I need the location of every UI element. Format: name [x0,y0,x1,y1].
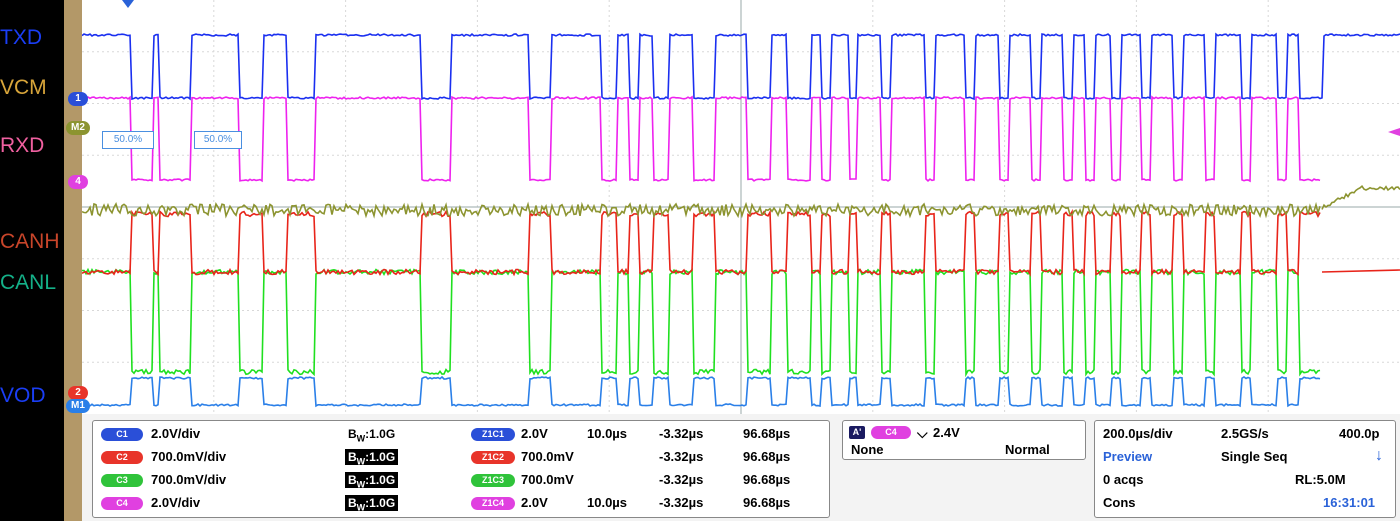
canh-trace [82,212,1320,275]
rxd-trace [82,97,1320,181]
ch4-zoom-pill[interactable]: Z1C4 [471,497,515,510]
timebase: 200.0µs/div [1103,426,1173,441]
trigger-a-badge: A' [849,426,865,439]
ch1-zoom-end: 96.68µs [743,426,790,441]
ch2-bandwidth: BW:1.0G [345,449,398,465]
signal-label-column: TXD VCM RXD CANH CANL VOD [0,0,64,521]
ch1-bandwidth: BW:1.0G [345,426,398,442]
ch3-zoom-scale: 700.0mV [521,472,574,487]
ch2-zoom-position: -3.32µs [659,449,703,464]
down-arrow-icon[interactable]: ↓ [1375,447,1383,465]
ch3-bandwidth: BW:1.0G [345,472,398,488]
channel-marker-strip [64,0,82,521]
trigger-position-marker [122,0,134,8]
bw-prefix: B [348,496,357,510]
sample-rate: 2.5GS/s [1221,426,1269,441]
math2-offset-marker[interactable]: M2 [66,121,90,135]
bw-prefix: B [348,473,357,487]
vcm-tail-trace [1322,186,1400,209]
trigger-mode: Normal [1005,442,1050,457]
bw-value: 1.0G [369,496,395,510]
vcm-label: VCM [0,76,47,100]
ch4-zoom-scale: 2.0V [521,495,548,510]
trigger-level: 2.4V [933,425,960,440]
left-cursor-readout[interactable]: 50.0% [102,131,154,149]
ch2-zoom-scale: 700.0mV [521,449,574,464]
acquisition-count: 0 acqs [1103,472,1143,487]
acquisition-panel[interactable]: 200.0µs/div 2.5GS/s 400.0p Preview Singl… [1094,420,1396,518]
ch2-scale: 700.0mV/div [151,449,226,464]
cons-label: Cons [1103,495,1136,510]
status-bar: C1 2.0V/div BW:1.0G Z1C1 2.0V 10.0µs -3.32µs 96… [82,414,1400,521]
right-cursor-readout[interactable]: 50.0% [194,131,242,149]
ch1-zoom-scale: 2.0V [521,426,548,441]
ch1-scale: 2.0V/div [151,426,200,441]
bw-value: 1.0G [369,427,395,441]
ch1-tag-pill[interactable]: C1 [101,428,143,441]
waveform-canvas [82,0,1400,414]
ch2-offset-marker[interactable]: 2 [68,386,88,400]
bw-prefix: B [348,450,357,464]
sample-interval: 400.0p [1339,426,1379,441]
ch3-scale: 700.0mV/div [151,472,226,487]
ch2-zoom-end: 96.68µs [743,449,790,464]
vod-label: VOD [0,384,46,408]
acquisition-state: Preview [1103,449,1152,464]
canl-trace [82,270,1320,375]
math1-offset-marker[interactable]: M1 [66,399,90,413]
trigger-panel[interactable]: A' C4 ⌵ 2.4V None Normal [842,420,1086,460]
bw-sub: W [357,479,366,489]
ch3-zoom-position: -3.32µs [659,472,703,487]
ch1-zoom-position: -3.32µs [659,426,703,441]
ch4-tag-pill[interactable]: C4 [101,497,143,510]
channel-settings-panel: C1 2.0V/div BW:1.0G Z1C1 2.0V 10.0µs -3.32µs 96… [92,420,830,518]
ch1-zoom-pill[interactable]: Z1C1 [471,428,515,441]
trigger-source-pill: C4 [871,426,911,439]
bw-sub: W [357,433,366,443]
ch4-offset-marker[interactable]: 4 [68,175,88,189]
falling-edge-icon: ⌵ [917,425,928,442]
ch2-tag-pill[interactable]: C2 [101,451,143,464]
bw-prefix: B [348,427,357,441]
rxd-label: RXD [0,134,44,158]
ch3-zoom-end: 96.68µs [743,472,790,487]
txd-label: TXD [0,26,42,50]
ch4-zoom-time: 10.0µs [587,495,627,510]
record-length: RL:5.0M [1295,472,1346,487]
ch4-zoom-end: 96.68µs [743,495,790,510]
ch3-zoom-pill[interactable]: Z1C3 [471,474,515,487]
canl-label: CANL [0,271,56,295]
bw-sub: W [357,456,366,466]
ch4-bandwidth: BW:1.0G [345,495,398,511]
run-mode: Single Seq [1221,449,1287,464]
ch1-offset-marker[interactable]: 1 [68,92,88,106]
canh-label: CANH [0,230,60,254]
bw-value: 1.0G [369,473,395,487]
waveform-display[interactable]: 50.0% 50.0% [82,0,1400,414]
canh-tail-trace [1322,270,1400,272]
ch3-tag-pill[interactable]: C3 [101,474,143,487]
ch4-scale: 2.0V/div [151,495,200,510]
bw-sub: W [357,502,366,512]
ch4-zoom-position: -3.32µs [659,495,703,510]
trigger-coupling: None [851,442,884,457]
bw-value: 1.0G [369,450,395,464]
trigger-level-marker [1388,128,1400,136]
vod-trace [82,377,1320,406]
clock-time: 16:31:01 [1323,495,1375,510]
ch1-zoom-time: 10.0µs [587,426,627,441]
vcm-trace [82,204,1320,216]
ch2-zoom-pill[interactable]: Z1C2 [471,451,515,464]
